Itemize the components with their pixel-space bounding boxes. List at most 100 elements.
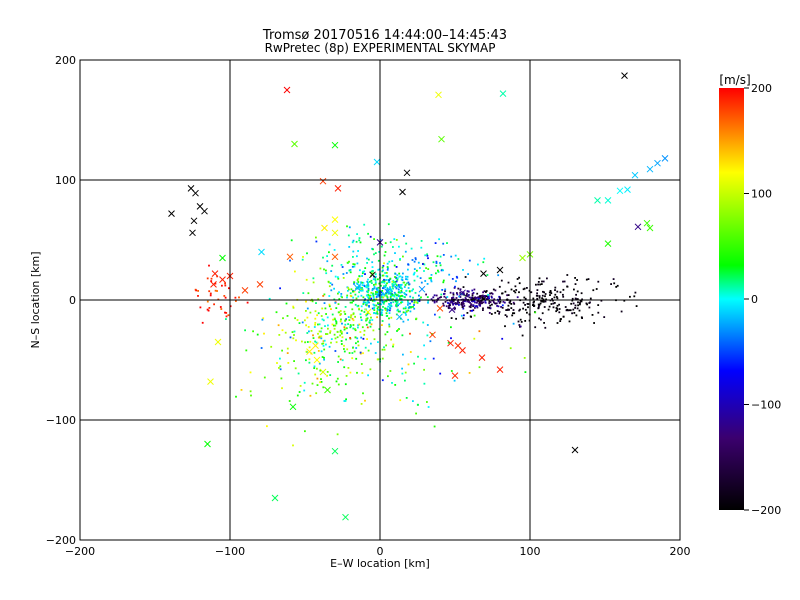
scatter-point bbox=[208, 264, 210, 267]
scatter-point bbox=[370, 282, 373, 284]
scatter-point bbox=[399, 298, 402, 301]
scatter-point bbox=[533, 300, 535, 303]
scatter-point bbox=[413, 304, 415, 306]
scatter-point bbox=[438, 238, 440, 241]
scatter-point bbox=[325, 272, 328, 275]
scatter-point bbox=[412, 306, 414, 308]
scatter-point bbox=[382, 280, 384, 282]
scatter-cross bbox=[459, 289, 466, 297]
scatter-point bbox=[522, 301, 525, 304]
scatter-point bbox=[489, 301, 492, 303]
scatter-point bbox=[249, 371, 252, 374]
scatter-point bbox=[509, 300, 512, 302]
scatter-point bbox=[492, 288, 495, 291]
scatter-point bbox=[395, 287, 398, 290]
scatter-point bbox=[327, 280, 330, 283]
scatter-cross bbox=[631, 171, 639, 179]
scatter-point bbox=[352, 313, 355, 316]
scatter-point bbox=[512, 309, 515, 311]
scatter-point bbox=[451, 278, 454, 280]
scatter-point bbox=[320, 337, 323, 340]
scatter-point bbox=[387, 292, 390, 295]
scatter-point bbox=[470, 297, 473, 300]
scatter-point bbox=[376, 307, 379, 310]
scatter-point bbox=[298, 391, 301, 393]
scatter-point bbox=[292, 337, 295, 340]
scatter-point bbox=[206, 308, 209, 311]
scatter-point bbox=[486, 274, 489, 276]
scatter-point bbox=[518, 291, 520, 294]
scatter-dots-layer bbox=[194, 223, 638, 447]
scatter-point bbox=[586, 303, 588, 306]
scatter-point bbox=[512, 301, 515, 304]
scatter-point bbox=[351, 241, 354, 244]
scatter-point bbox=[384, 272, 386, 274]
scatter-point bbox=[374, 279, 377, 282]
scatter-point bbox=[365, 323, 368, 326]
scatter-point bbox=[420, 281, 423, 284]
scatter-point bbox=[452, 296, 455, 299]
scatter-crosses-layer bbox=[168, 72, 669, 521]
scatter-point bbox=[519, 318, 522, 321]
scatter-point bbox=[381, 314, 384, 316]
scatter-cross bbox=[313, 356, 321, 364]
scatter-point bbox=[303, 381, 306, 384]
scatter-point bbox=[416, 301, 419, 304]
scatter-point bbox=[375, 288, 378, 290]
scatter-point bbox=[447, 341, 450, 344]
scatter-point bbox=[322, 256, 324, 259]
scatter-point bbox=[358, 307, 360, 310]
scatter-point bbox=[393, 295, 396, 298]
scatter-point bbox=[568, 309, 571, 312]
scatter-point bbox=[394, 293, 397, 296]
scatter-point bbox=[380, 284, 382, 287]
scatter-point bbox=[407, 281, 410, 284]
scatter-point bbox=[363, 333, 366, 336]
scatter-point bbox=[260, 347, 263, 349]
scatter-point bbox=[540, 300, 543, 302]
scatter-point bbox=[330, 270, 333, 272]
scatter-point bbox=[549, 290, 552, 293]
scatter-point bbox=[388, 325, 391, 328]
scatter-point bbox=[351, 265, 354, 268]
scatter-point bbox=[317, 298, 320, 301]
scatter-point bbox=[404, 312, 407, 314]
scatter-cross bbox=[519, 254, 526, 262]
scatter-point bbox=[393, 238, 396, 240]
scatter-point bbox=[450, 326, 452, 329]
scatter-point bbox=[323, 302, 326, 304]
scatter-point bbox=[366, 326, 369, 329]
scatter-point bbox=[280, 377, 283, 380]
scatter-point bbox=[472, 292, 475, 294]
x-tick-label: −100 bbox=[215, 545, 245, 558]
scatter-point bbox=[516, 278, 519, 280]
scatter-point bbox=[405, 310, 408, 313]
scatter-point bbox=[392, 281, 395, 284]
scatter-point bbox=[404, 371, 407, 374]
scatter-point bbox=[357, 340, 359, 343]
scatter-point bbox=[373, 300, 376, 302]
scatter-point bbox=[616, 284, 619, 287]
scatter-point bbox=[353, 263, 356, 266]
scatter-point bbox=[390, 304, 392, 307]
scatter-point bbox=[329, 282, 332, 284]
scatter-point bbox=[395, 284, 398, 286]
scatter-point bbox=[392, 246, 394, 248]
scatter-point bbox=[399, 275, 402, 278]
scatter-point bbox=[333, 298, 336, 301]
scatter-point bbox=[387, 223, 390, 226]
scatter-point bbox=[452, 293, 455, 296]
scatter-point bbox=[370, 323, 373, 326]
scatter-point bbox=[378, 251, 381, 253]
scatter-point bbox=[471, 300, 474, 303]
scatter-point bbox=[381, 324, 383, 326]
scatter-point bbox=[328, 285, 331, 288]
scatter-point bbox=[345, 318, 347, 321]
scatter-point bbox=[388, 291, 391, 293]
scatter-point bbox=[349, 292, 352, 295]
scatter-cross bbox=[289, 403, 297, 411]
scatter-point bbox=[562, 315, 565, 318]
scatter-point bbox=[235, 395, 237, 398]
scatter-point bbox=[420, 296, 422, 299]
